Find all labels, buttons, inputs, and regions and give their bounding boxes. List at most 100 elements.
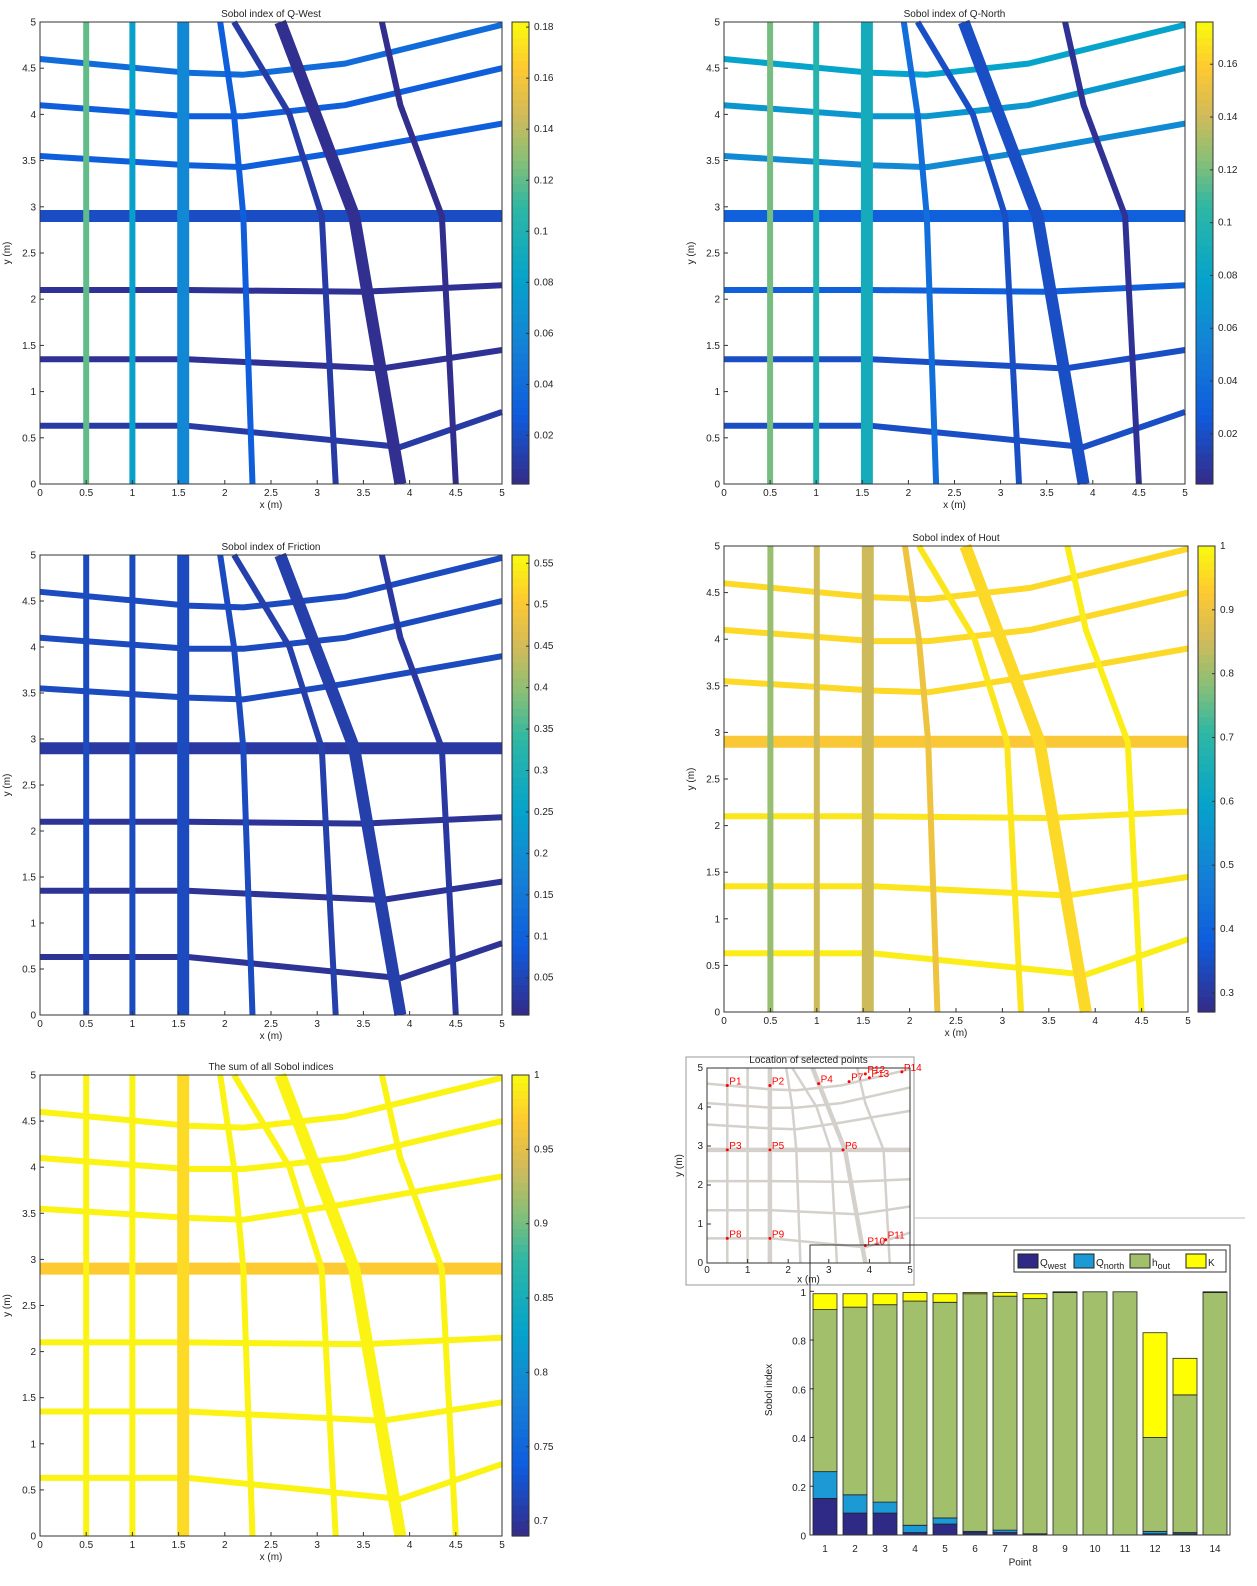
y-tick-label: 0 — [714, 1008, 720, 1019]
bar-segment — [992, 1292, 1018, 1297]
street-segment — [916, 544, 1024, 1013]
colorbar-cell — [1196, 430, 1213, 439]
colorbar-cell — [512, 137, 529, 146]
colorbar-cell — [1198, 949, 1215, 959]
colorbar-cell — [512, 1121, 529, 1130]
x-tick-label: 3.5 — [356, 1540, 370, 1551]
x-tick-label: 2 — [852, 1544, 858, 1555]
colorbar-cell — [512, 808, 529, 817]
street-segment — [40, 878, 503, 903]
x-tick-label: 4.5 — [449, 1540, 463, 1551]
colorbar-cell — [512, 99, 529, 108]
street-segment — [724, 808, 1189, 822]
y-tick-label: 1 — [714, 387, 720, 398]
street — [707, 1205, 911, 1216]
street — [810, 1067, 868, 1264]
chart-title: Location of selected points — [749, 1055, 867, 1066]
colorbar-cell — [1198, 957, 1215, 966]
x-axis-label: x (m) — [260, 1031, 283, 1042]
street-segment — [378, 554, 459, 1016]
colorbar-cell — [512, 1528, 529, 1537]
colorbar-cell — [512, 777, 529, 786]
street-segment — [915, 20, 1022, 485]
x-tick-label: 2.5 — [949, 1016, 963, 1027]
street-segment — [724, 282, 1186, 295]
colorbar-cell — [1198, 980, 1215, 990]
colorbar-cell — [512, 1336, 529, 1345]
x-tick-label: 0.5 — [79, 488, 93, 499]
legend-box — [1013, 1249, 1227, 1273]
x-tick-label: 0.5 — [79, 1019, 93, 1030]
colorbar-tick-label: 0.12 — [534, 175, 554, 186]
x-tick-label: 5 — [499, 488, 505, 499]
y-tick-label: 0.5 — [706, 433, 720, 444]
colorbar-cell — [512, 183, 529, 192]
colorbar-cell — [512, 422, 529, 431]
street-segment — [900, 21, 940, 485]
y-tick-label: 3 — [30, 202, 36, 213]
x-tick-label: 2 — [222, 1019, 228, 1030]
colorbar-cell — [1196, 345, 1213, 354]
colorbar-cell — [1196, 306, 1213, 316]
bar-segment — [872, 1293, 898, 1306]
x-tick-label: 3 — [1000, 1016, 1006, 1027]
x-tick-label: 0 — [37, 488, 43, 499]
bar-segment — [1022, 1298, 1048, 1535]
colorbar-cell — [512, 268, 529, 277]
legend-label: hout — [1152, 1258, 1171, 1271]
y-tick-label: 3.5 — [706, 681, 720, 692]
bar-segment — [1172, 1357, 1198, 1396]
colorbar-cell — [512, 60, 529, 69]
colorbar-cell — [512, 915, 529, 924]
colorbar-cell — [1196, 468, 1213, 477]
y-axis-label: y (m) — [2, 774, 13, 797]
colorbar-tick-label: 0.3 — [1220, 988, 1234, 999]
y-tick-label: 4 — [30, 110, 36, 121]
colorbar-cell — [512, 723, 529, 732]
colorbar-cell — [1198, 740, 1215, 749]
y-tick-label: 2 — [714, 295, 720, 306]
colorbar-cell — [512, 1297, 529, 1307]
colorbar-cell — [512, 731, 529, 740]
chart-title: Sobol index of Hout — [912, 533, 1000, 544]
colorbar-cell — [1198, 771, 1215, 780]
colorbar-cell — [512, 260, 529, 269]
point-label: P1 — [729, 1077, 742, 1088]
colorbar-cell — [1198, 584, 1215, 594]
colorbar-cell — [512, 1497, 529, 1506]
street-segment — [723, 65, 1186, 120]
x-tick-label: 3 — [826, 1265, 832, 1276]
colorbar-cell — [1196, 368, 1213, 377]
point-label: P4 — [821, 1075, 834, 1086]
colorbar-cell — [1196, 237, 1213, 246]
colorbar-cell — [512, 276, 529, 285]
colorbar-tick-label: 0.55 — [534, 558, 554, 569]
colorbar-cell — [1196, 176, 1213, 185]
x-tick-label: 0 — [37, 1019, 43, 1030]
street-segment — [274, 1072, 407, 1538]
y-tick-label: 3.5 — [22, 1209, 36, 1220]
colorbar-cell — [512, 999, 529, 1008]
colorbar-cell — [1198, 623, 1215, 633]
chart-title: Sobol index of Friction — [222, 542, 321, 553]
bar-segment — [872, 1304, 898, 1503]
colorbar-cell — [1196, 453, 1213, 462]
colorbar-cell — [512, 1459, 529, 1468]
colorbar-cell — [1198, 903, 1215, 912]
colorbar-cell — [512, 253, 529, 262]
x-tick-label: 0 — [704, 1265, 710, 1276]
colorbar-tick-label: 0.06 — [534, 328, 554, 339]
chart-title: Sobol index of Q-West — [221, 9, 321, 20]
bar-segment — [1202, 1292, 1228, 1536]
colorbar-tick-label: 1 — [534, 1070, 540, 1081]
colorbar-cell — [1198, 779, 1215, 788]
colorbar-cell — [512, 938, 529, 947]
x-tick-label: 2.5 — [948, 488, 962, 499]
x-tick-label: 5 — [499, 1019, 505, 1030]
colorbar-cell — [512, 854, 529, 863]
bar-segment — [932, 1293, 958, 1303]
colorbar-cell — [512, 122, 529, 131]
colorbar-cell — [1196, 22, 1213, 31]
colorbar-cell — [1196, 160, 1213, 169]
x-axis-label: x (m) — [945, 1028, 968, 1039]
